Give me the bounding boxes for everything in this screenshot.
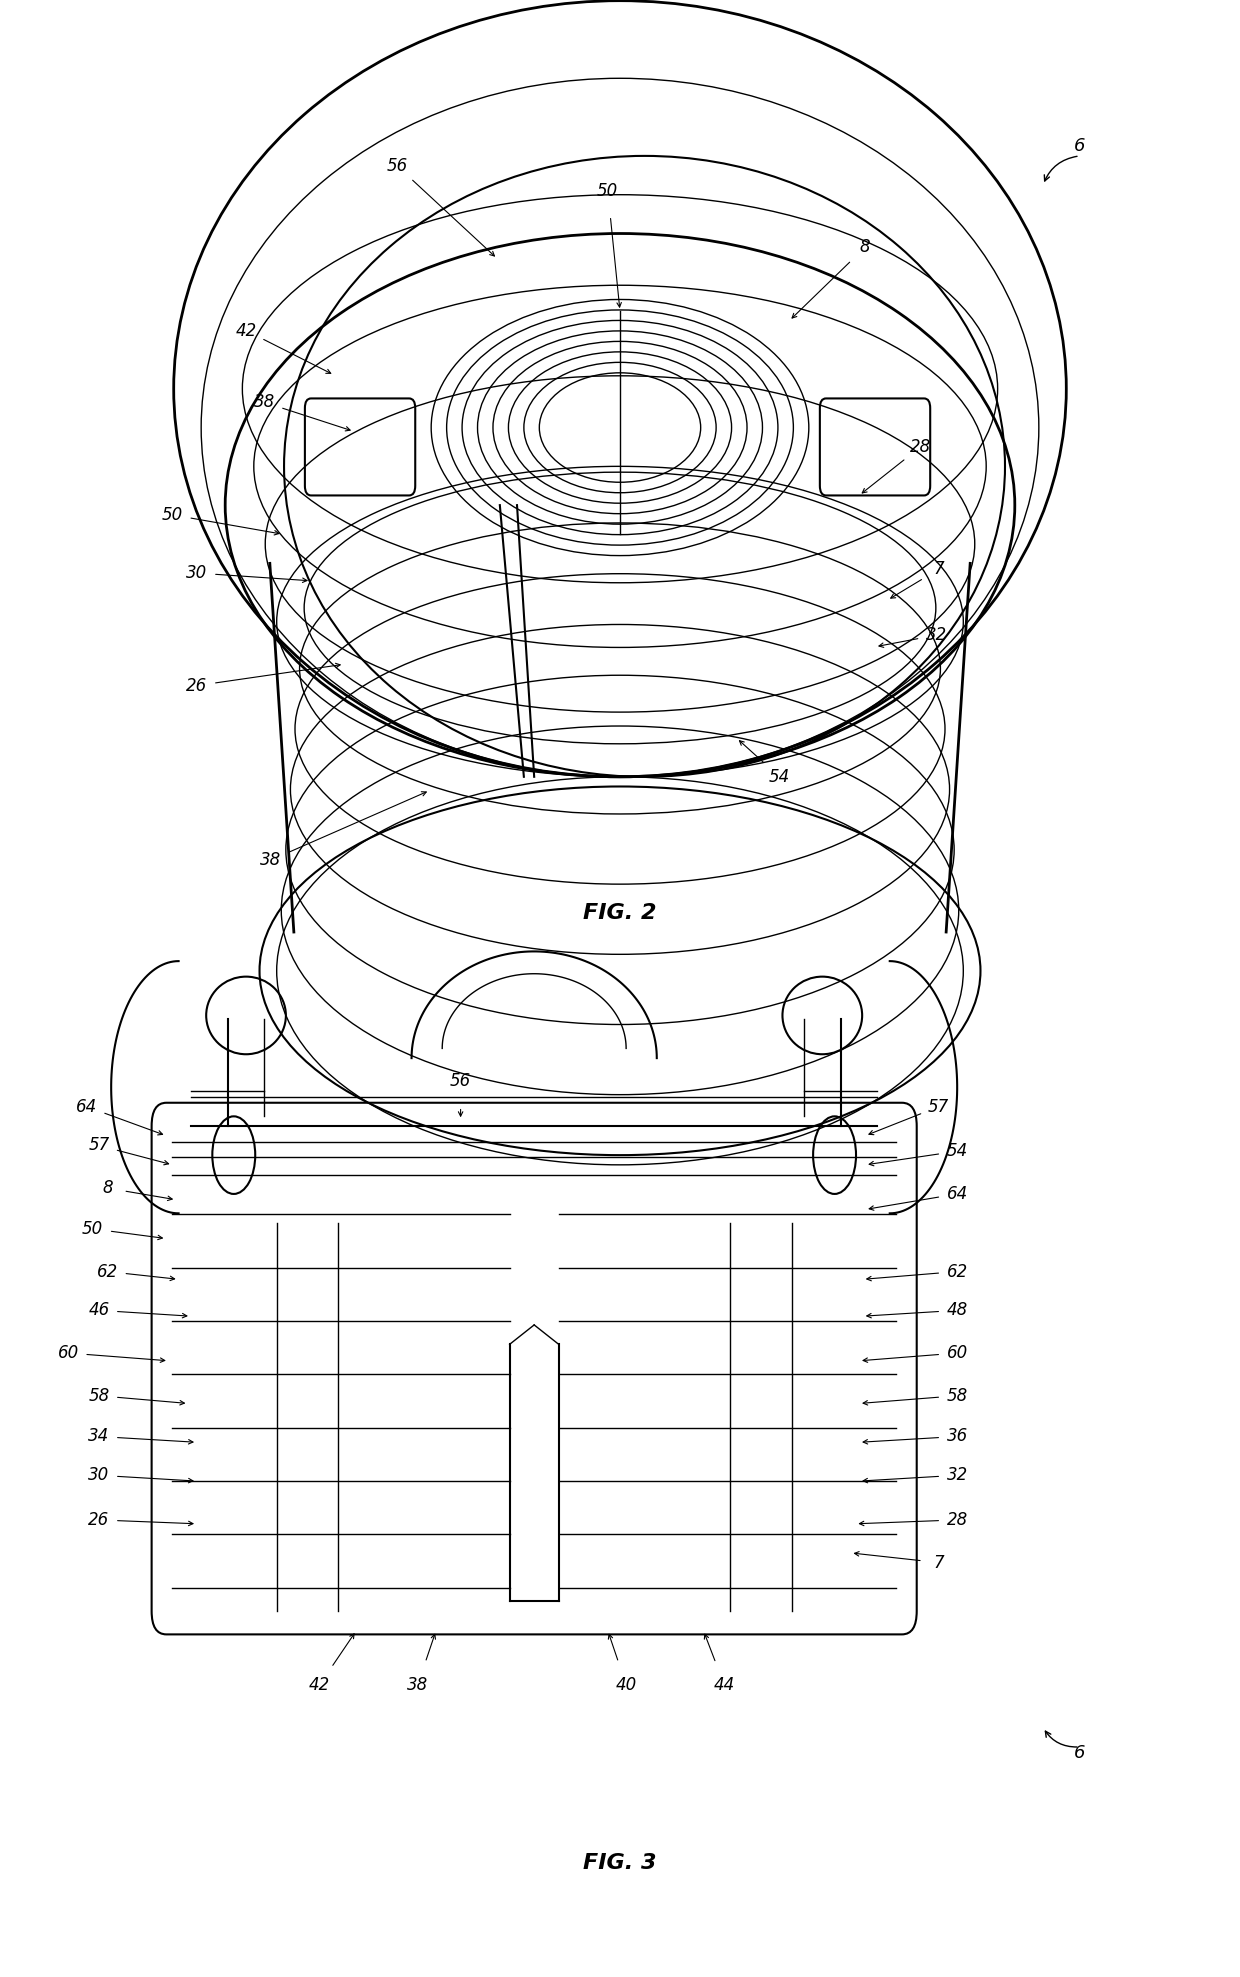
Text: 7: 7: [934, 559, 944, 577]
Text: 8: 8: [859, 237, 870, 257]
Text: 34: 34: [88, 1427, 109, 1445]
Text: 42: 42: [236, 322, 257, 340]
Text: 40: 40: [615, 1676, 637, 1694]
Text: 54: 54: [946, 1143, 967, 1160]
Text: 64: 64: [76, 1097, 97, 1115]
Text: 60: 60: [946, 1344, 967, 1362]
Text: 28: 28: [946, 1510, 967, 1528]
Text: 38: 38: [254, 393, 275, 411]
Text: 50: 50: [162, 506, 184, 524]
Text: 57: 57: [929, 1097, 950, 1115]
Text: 57: 57: [88, 1137, 109, 1155]
Text: 50: 50: [82, 1220, 103, 1238]
Text: 26: 26: [186, 676, 207, 694]
Text: 48: 48: [946, 1301, 967, 1319]
Text: 46: 46: [88, 1301, 109, 1319]
Text: 58: 58: [946, 1386, 967, 1406]
Text: 30: 30: [186, 563, 207, 581]
Text: 62: 62: [946, 1263, 967, 1281]
Text: 60: 60: [57, 1344, 79, 1362]
Text: 50: 50: [598, 182, 619, 200]
Text: 6: 6: [1074, 1744, 1085, 1762]
Text: 36: 36: [946, 1427, 967, 1445]
Text: 38: 38: [407, 1676, 428, 1694]
Text: 58: 58: [88, 1386, 109, 1406]
Text: 38: 38: [260, 852, 281, 870]
Text: 7: 7: [934, 1554, 944, 1572]
Text: 6: 6: [1074, 136, 1085, 156]
Text: 32: 32: [946, 1467, 967, 1485]
Text: 42: 42: [309, 1676, 330, 1694]
Text: FIG. 3: FIG. 3: [583, 1852, 657, 1874]
Text: 56: 56: [450, 1072, 471, 1091]
Text: FIG. 2: FIG. 2: [583, 903, 657, 923]
Text: 30: 30: [88, 1467, 109, 1485]
Text: 64: 64: [946, 1184, 967, 1202]
Text: 8: 8: [102, 1178, 113, 1198]
Text: 26: 26: [88, 1510, 109, 1528]
Text: 56: 56: [386, 156, 408, 174]
Text: 44: 44: [713, 1676, 735, 1694]
Text: 62: 62: [97, 1263, 118, 1281]
Text: 32: 32: [926, 627, 947, 645]
Text: 28: 28: [910, 439, 931, 457]
Text: 54: 54: [769, 767, 790, 785]
